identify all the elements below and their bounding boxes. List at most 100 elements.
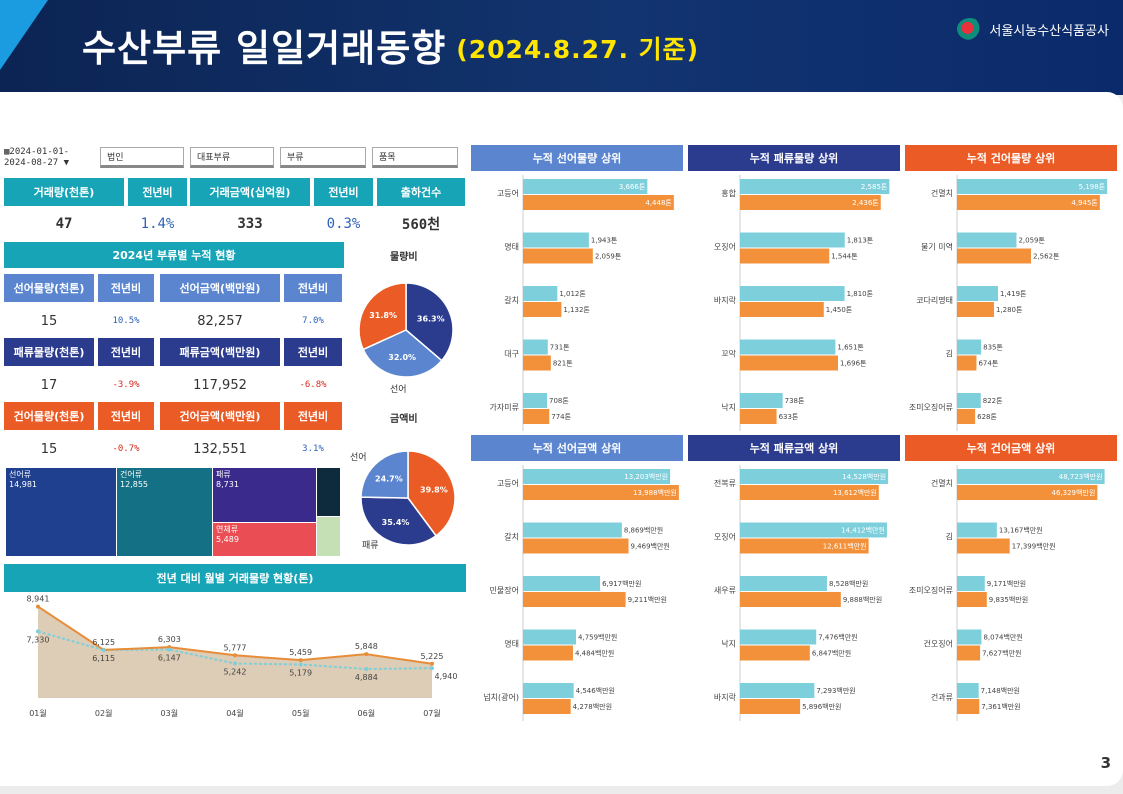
bar-current-label: 12,611백만원 (823, 542, 867, 551)
bar-current-year (957, 645, 981, 661)
treemap-cell-value: 8,731 (216, 480, 239, 489)
bar-current-year (523, 592, 626, 607)
chevron-down-icon: ▼ (63, 158, 70, 168)
page-number: 3 (1100, 754, 1111, 772)
bar-current-year (523, 485, 679, 500)
x-tick-label: 03월 (161, 708, 179, 718)
cum-shell-header-3: 전년비 (284, 338, 342, 366)
bar-prev-label: 1,943톤 (591, 237, 618, 245)
bar-current-year (740, 302, 824, 317)
bar-prev-year (957, 522, 997, 538)
bar-current-year (740, 592, 841, 607)
bar-prev-label: 1,813톤 (847, 237, 874, 245)
bar-current-year (523, 645, 573, 661)
bar-current-label: 7,627백만원 (982, 649, 1021, 658)
cum-shell-header-0: 패류물량(천톤) (4, 338, 94, 366)
bar-prev-label: 2,585톤 (861, 183, 888, 191)
bar-current-year (957, 248, 1032, 264)
bar-prev-label: 2,059톤 (1018, 237, 1045, 245)
bar-current-label: 1,132톤 (563, 306, 590, 314)
bar-category-label: 김 (946, 349, 953, 359)
bar-prev-label: 8,528백만원 (829, 579, 868, 588)
bar-prev-year (957, 393, 981, 408)
filter-category[interactable]: 부류 (280, 147, 366, 168)
x-tick-label: 02월 (95, 708, 113, 718)
bar-current-year (957, 485, 1098, 500)
kpi-header-amount: 거래금액(십억원) (190, 178, 310, 206)
area-fill (38, 606, 432, 698)
bar-category-label: 고등어 (497, 188, 519, 198)
bar-prev-year (523, 232, 589, 248)
ranking-panel-title: 누적 선어금액 상위 (471, 435, 683, 461)
ranking-panel-title: 누적 건어물량 상위 (905, 145, 1117, 171)
bar-prev-label: 731톤 (550, 344, 570, 352)
data-label: 4,940 (435, 672, 458, 681)
pie-slice (362, 329, 443, 378)
pie-slice (358, 282, 407, 351)
bar-current-year (740, 485, 879, 500)
page-subtitle: (2024.8.27. 기준) (456, 35, 700, 64)
kpi-value-amount: 333 (237, 216, 263, 232)
bar-prev-year (740, 469, 889, 484)
cum-fish-value-2: 82,257 (197, 313, 243, 329)
bar-category-label: 조미오징어류 (909, 585, 953, 595)
data-label: 6,125 (92, 638, 115, 647)
bar-category-label: 오징어 (714, 532, 736, 542)
bar-current-year (957, 409, 976, 424)
bar-current-label: 4,945톤 (1071, 199, 1098, 207)
cum-fish-header-1: 전년비 (98, 274, 154, 302)
filter-corporation[interactable]: 법인 (100, 147, 184, 168)
pie-amount-title: 금액비 (390, 414, 418, 425)
date-range-picker[interactable]: ▦2024-01-01- 2024-08-27 ▼ (4, 147, 70, 168)
bar-prev-year (957, 339, 982, 355)
kpi-header-amount-yoy: 전년비 (314, 178, 373, 206)
data-label: 5,225 (421, 652, 444, 661)
bar-current-label: 2,436톤 (852, 199, 879, 207)
kpi-header-shipments: 출하건수 (377, 178, 465, 206)
data-label: 6,115 (92, 654, 115, 663)
bar-category-label: 낙지 (721, 402, 736, 412)
bar-current-label: 9,211백만원 (628, 595, 667, 604)
data-point (364, 652, 369, 657)
bar-current-year (740, 409, 777, 424)
data-label: 6,303 (158, 635, 181, 644)
bar-current-label: 1,280톤 (996, 306, 1023, 314)
bar-prev-label: 14,412백만원 (841, 526, 885, 535)
bar-current-label: 774톤 (551, 413, 571, 421)
banner-accent (0, 0, 48, 70)
data-point (101, 648, 106, 653)
bar-prev-year (957, 179, 1108, 194)
bar-prev-label: 9,171백만원 (987, 579, 1026, 588)
bar-category-label: 건오징어 (924, 639, 953, 649)
data-label: 5,242 (224, 668, 247, 677)
bar-category-label: 바지락 (714, 692, 737, 702)
bar-current-year (523, 248, 593, 264)
org-logo-icon (957, 18, 984, 40)
filter-main-category[interactable]: 대표부류 (190, 147, 274, 168)
bar-category-label: 갈치 (504, 296, 519, 305)
bar-category-label: 오징어 (714, 242, 736, 252)
ranking-panel-title: 누적 건어금액 상위 (905, 435, 1117, 461)
filter-item[interactable]: 품목 (372, 147, 458, 168)
bar-category-label: 갈치 (504, 533, 519, 542)
bar-current-year (740, 248, 830, 264)
bar-prev-label: 6,917백만원 (602, 579, 641, 588)
data-point (233, 653, 237, 658)
bar-prev-year (523, 522, 622, 538)
bar-category-label: 명태 (504, 242, 519, 252)
pie-slice (360, 450, 409, 499)
pie-slice-label: 39.8% (420, 485, 448, 494)
bar-category-label: 고등어 (497, 478, 519, 488)
cum-dried-header-0: 건어물량(천톤) (4, 402, 94, 430)
bar-prev-year (740, 522, 887, 538)
bar-category-label: 명태 (504, 639, 519, 649)
bar-current-label: 2,562톤 (1033, 253, 1060, 261)
cumulative-title: 2024년 부류별 누적 현황 (4, 242, 344, 268)
kpi-value-amount-yoy: 0.3% (326, 216, 361, 232)
data-point (298, 662, 303, 667)
bar-prev-label: 708톤 (549, 397, 569, 405)
